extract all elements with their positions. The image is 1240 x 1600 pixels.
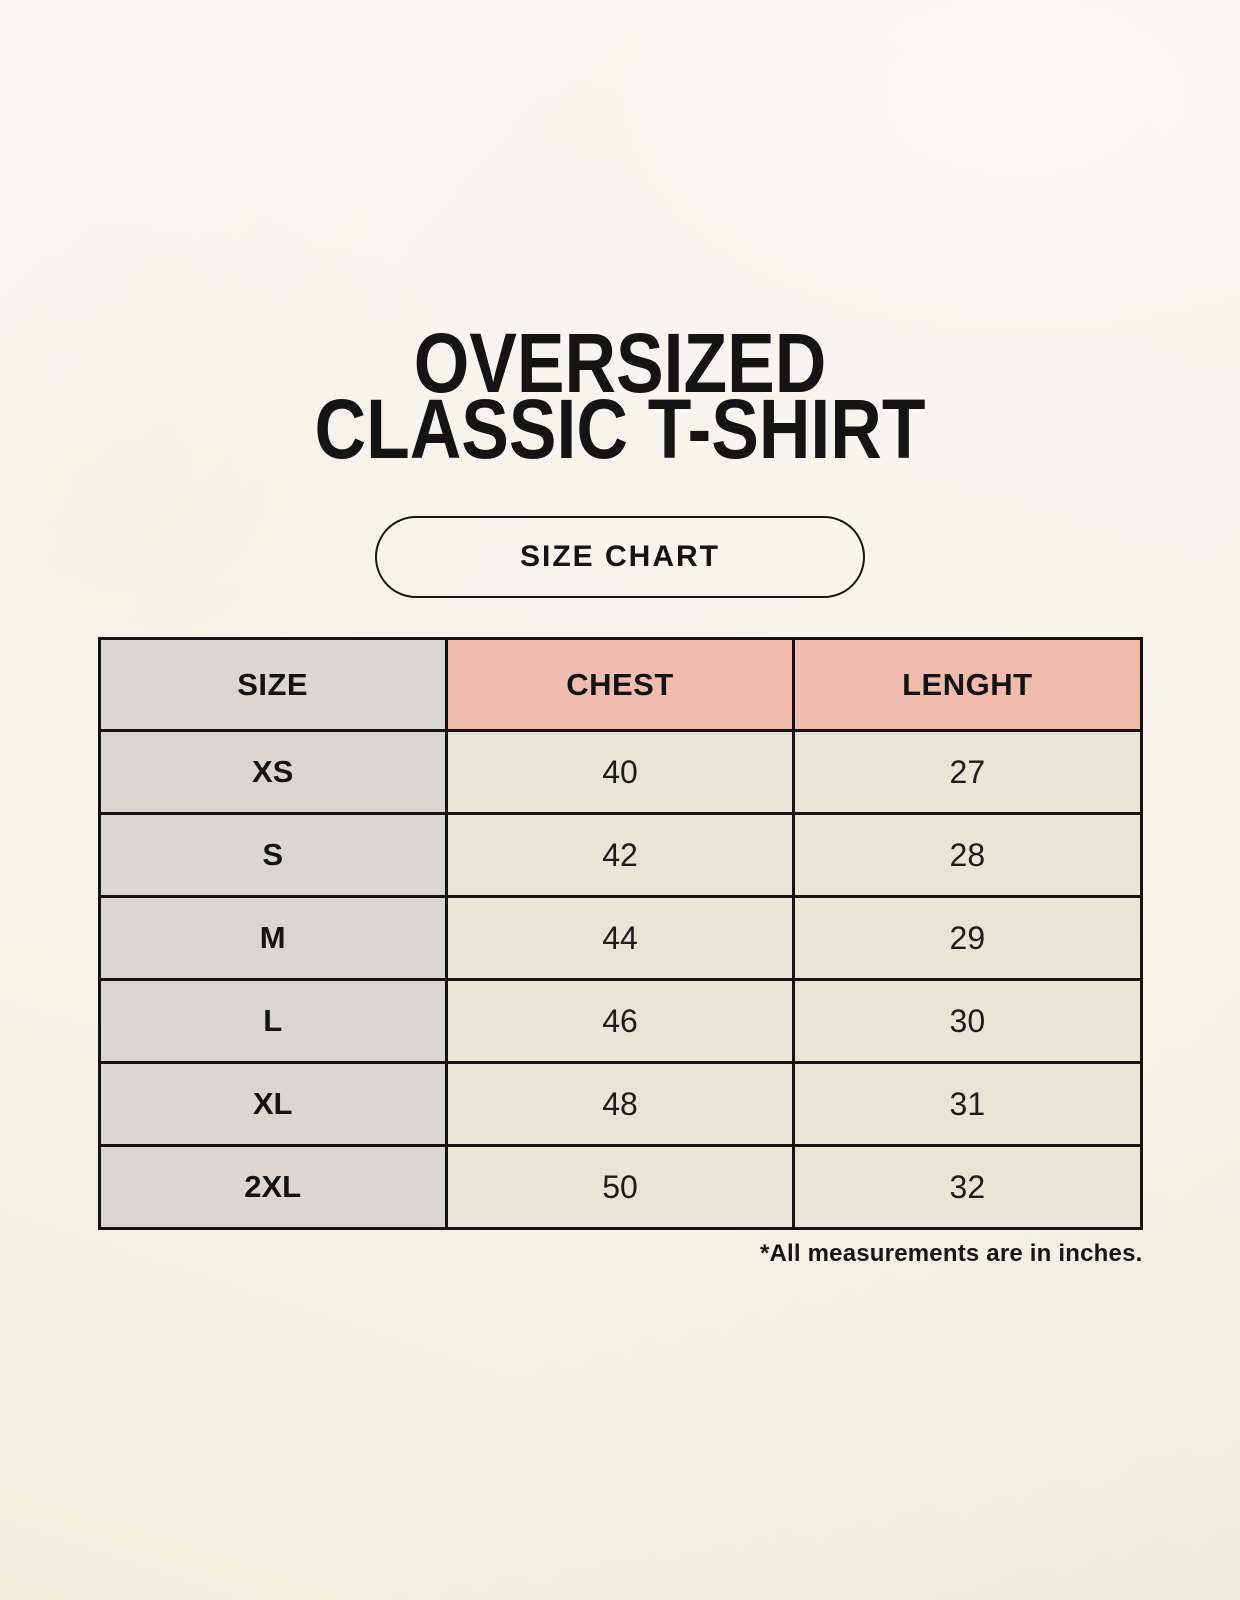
length-value: 31 <box>792 1061 1143 1147</box>
table-row-xl: XL 48 31 <box>97 1061 1143 1147</box>
column-header-chest: CHEST <box>444 637 796 732</box>
size-label: S <box>97 812 448 898</box>
table-header-row: SIZE CHEST LENGHT <box>97 637 1143 732</box>
chest-value: 42 <box>444 812 796 898</box>
page-title-line1: OVERSIZED <box>413 316 827 410</box>
length-value: 29 <box>792 895 1143 981</box>
chest-value: 40 <box>444 729 796 815</box>
column-header-length: LENGHT <box>792 637 1143 732</box>
size-chart-badge: SIZE CHART <box>375 516 865 598</box>
chest-value: 44 <box>444 895 796 981</box>
table-row-s: S 42 28 <box>97 812 1143 898</box>
size-label: 2XL <box>97 1144 448 1230</box>
page-title-line2: CLASSIC T-SHIRT <box>314 382 926 476</box>
table-row-m: M 44 29 <box>97 895 1143 981</box>
length-value: 32 <box>792 1144 1143 1230</box>
page-title: OVERSIZED CLASSIC T-SHIRT <box>93 316 1147 476</box>
column-header-size: SIZE <box>97 637 448 732</box>
table-row-l: L 46 30 <box>97 978 1143 1064</box>
measurements-footnote: *All measurements are in inches. <box>759 1240 1143 1267</box>
size-label: XS <box>97 729 448 815</box>
size-label: M <box>97 895 448 981</box>
size-label: XL <box>97 1061 448 1147</box>
chest-value: 50 <box>444 1144 796 1230</box>
size-label: L <box>97 978 448 1064</box>
chest-value: 46 <box>444 978 796 1064</box>
length-value: 27 <box>792 729 1143 815</box>
size-chart-table: SIZE CHEST LENGHT XS 40 27 S 42 28 M <box>97 637 1143 1230</box>
length-value: 30 <box>792 978 1143 1064</box>
length-value: 28 <box>792 812 1143 898</box>
table-row-xs: XS 40 27 <box>97 729 1143 815</box>
table-row-2xl: 2XL 50 32 <box>97 1144 1143 1230</box>
chest-value: 48 <box>444 1061 796 1147</box>
